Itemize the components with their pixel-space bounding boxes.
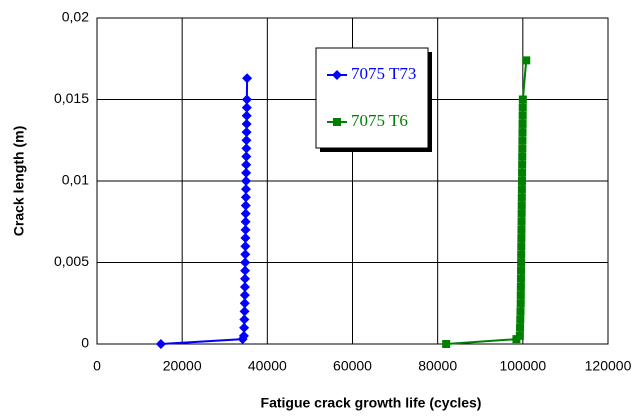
marker: [241, 135, 252, 146]
series-line: [446, 60, 528, 345]
marker: [240, 216, 251, 227]
x-tick-label: 40000: [248, 358, 287, 374]
marker: [241, 151, 252, 162]
marker: [240, 200, 251, 211]
legend-marker: [333, 118, 341, 126]
marker: [517, 185, 526, 194]
marker: [238, 330, 249, 341]
legend-box: [315, 47, 429, 149]
marker: [516, 323, 525, 332]
marker: [516, 307, 525, 316]
marker: [239, 298, 250, 309]
marker: [517, 250, 526, 259]
marker: [518, 128, 527, 137]
marker: [517, 217, 526, 226]
y-tick-label: 0,005: [54, 253, 89, 269]
marker: [241, 102, 252, 113]
marker: [241, 167, 252, 178]
y-axis-title: Crack length (m): [11, 126, 27, 236]
marker: [442, 340, 451, 348]
marker: [241, 94, 252, 105]
marker: [239, 281, 250, 292]
marker: [241, 159, 252, 170]
y-tick-label: 0,01: [62, 172, 89, 188]
marker: [240, 265, 251, 276]
marker: [515, 331, 524, 340]
x-tick-label: 60000: [333, 358, 372, 374]
marker: [240, 233, 251, 244]
x-tick-label: 120000: [585, 358, 632, 374]
marker: [241, 118, 252, 129]
x-tick-label: 80000: [418, 358, 457, 374]
marker: [518, 168, 527, 177]
marker: [518, 144, 527, 153]
marker: [517, 266, 526, 275]
x-axis-title: Fatigue crack growth life (cycles): [261, 395, 482, 411]
marker: [240, 224, 251, 235]
plot-frame: [96, 17, 609, 345]
legend-label: 7075 T6: [351, 111, 408, 130]
marker: [516, 315, 525, 324]
marker: [239, 290, 250, 301]
marker: [517, 177, 526, 185]
marker: [239, 314, 250, 325]
marker: [239, 322, 250, 333]
x-tick-label: 20000: [163, 358, 202, 374]
marker: [516, 291, 525, 300]
marker: [239, 306, 250, 317]
marker: [240, 273, 251, 284]
marker: [518, 111, 527, 120]
marker: [241, 110, 252, 121]
marker: [516, 299, 525, 308]
marker: [518, 136, 527, 145]
marker: [240, 257, 251, 268]
x-tick-label: 100000: [499, 358, 546, 374]
marker: [241, 176, 252, 186]
marker: [241, 143, 252, 154]
marker: [240, 184, 251, 195]
marker: [518, 103, 527, 112]
marker: [242, 73, 253, 84]
marker: [240, 192, 251, 203]
marker: [240, 241, 251, 252]
legend-label: 7075 T73: [351, 64, 416, 83]
marker: [517, 225, 526, 234]
marker: [518, 95, 527, 104]
marker: [522, 56, 531, 65]
marker: [517, 242, 526, 251]
series-line: [160, 78, 249, 345]
x-tick-label: 0: [93, 358, 101, 374]
marker: [516, 282, 525, 291]
marker: [240, 208, 251, 219]
legend: 7075 T73 7075 T6: [315, 47, 432, 152]
marker: [517, 258, 526, 267]
marker: [155, 339, 166, 349]
marker: [517, 193, 526, 202]
marker: [240, 249, 251, 260]
y-tick-label: 0,02: [62, 9, 89, 25]
marker: [516, 274, 525, 283]
legend-marker: [332, 70, 342, 80]
marker: [518, 160, 527, 169]
marker: [517, 209, 526, 218]
y-tick-label: 0: [81, 335, 89, 351]
marker: [241, 127, 252, 138]
marker: [517, 234, 526, 243]
marker: [518, 119, 527, 128]
marker: [517, 201, 526, 210]
y-tick-label: 0,015: [54, 90, 89, 106]
marker: [518, 152, 527, 161]
